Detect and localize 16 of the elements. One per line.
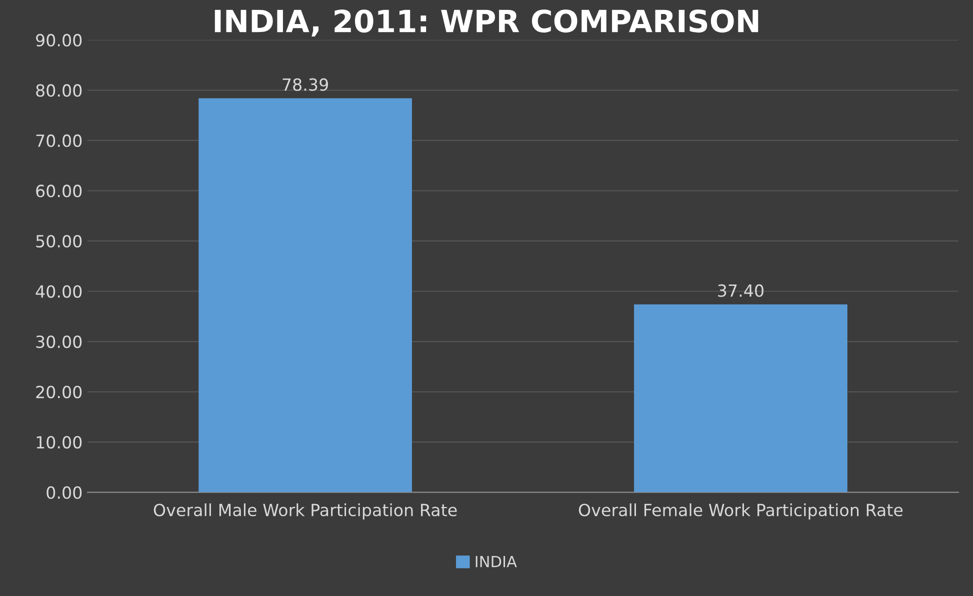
chart-title: INDIA, 2011: WPR COMPARISON [214, 9, 758, 36]
y-tick-label: 60.00 [36, 184, 82, 198]
data-label: 78.39 [282, 78, 328, 91]
y-tick-label: 20.00 [36, 386, 82, 398]
y-tick-label: 80.00 [36, 84, 82, 97]
y-tick-label: 50.00 [36, 234, 82, 248]
y-tick-label: 10.00 [36, 436, 82, 449]
x-tick-label: Overall Male Work Participation Rate [154, 503, 457, 520]
x-tick-label: Overall Female Work Participation Rate [578, 503, 903, 520]
y-tick-label: 90.00 [36, 34, 82, 46]
y-tick-label: 30.00 [36, 335, 82, 348]
legend-label: INDIA [476, 556, 517, 568]
y-tick-label: 70.00 [36, 134, 82, 148]
y-tick-label: 0.00 [46, 486, 82, 499]
y-tick-label: 40.00 [36, 285, 82, 298]
data-label: 37.40 [718, 284, 764, 297]
